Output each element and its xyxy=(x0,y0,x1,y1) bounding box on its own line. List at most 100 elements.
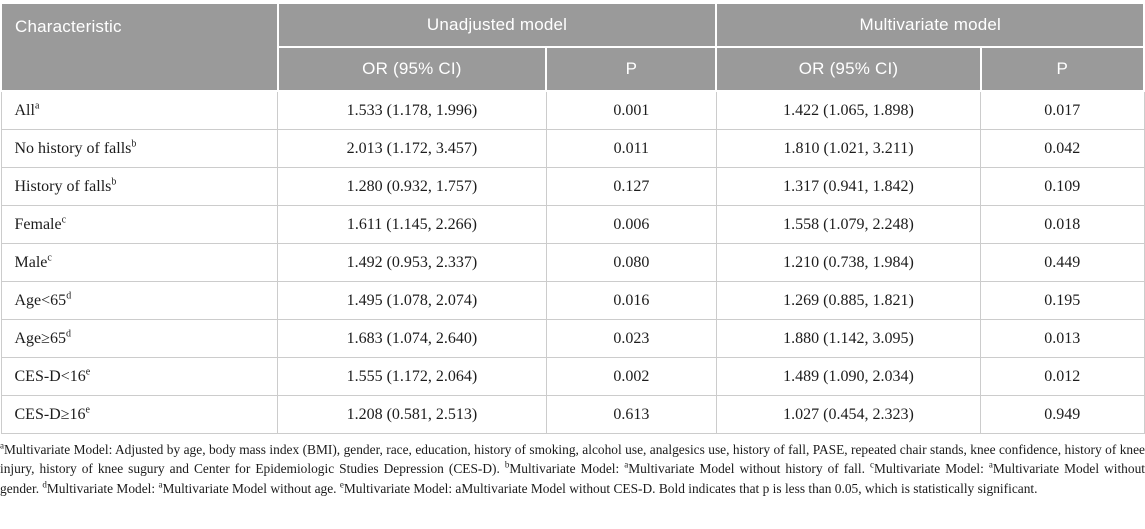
row-label: Age≥65d xyxy=(0,319,279,358)
table-body: Alla 1.533 (1.178, 1.996) 0.001 1.422 (1… xyxy=(0,90,1145,434)
or-ci-cell-unadjusted: 1.611 (1.145, 2.266) xyxy=(277,205,547,244)
table-row: History of fallsb 1.280 (0.932, 1.757) 0… xyxy=(0,167,1145,206)
footnote-marker: d xyxy=(42,479,47,490)
p-value-cell-multivariate: 0.012 xyxy=(980,357,1145,396)
or-ci-cell-multivariate: 1.880 (1.142, 3.095) xyxy=(715,319,982,358)
row-label: CES-D<16e xyxy=(0,357,279,396)
table-footnotes: aMultivariate Model: Adjusted by age, bo… xyxy=(0,440,1145,498)
row-label-text: CES-D<16 xyxy=(14,367,86,385)
p-value-cell-multivariate: 0.017 xyxy=(980,90,1145,130)
or-ci-cell-unadjusted: 1.280 (0.932, 1.757) xyxy=(277,167,547,206)
row-label-superscript: d xyxy=(65,328,71,340)
row-label-text: History of falls xyxy=(14,177,112,195)
p-value-cell-unadjusted: 0.080 xyxy=(545,243,717,282)
footnote-marker: a xyxy=(158,479,163,490)
or-ci-cell-multivariate: 1.269 (0.885, 1.821) xyxy=(715,281,982,320)
table-row: Alla 1.533 (1.178, 1.996) 0.001 1.422 (1… xyxy=(0,90,1145,130)
row-label-superscript: e xyxy=(85,366,91,378)
table-row: CES-D≥16e 1.208 (0.581, 2.513) 0.613 1.0… xyxy=(0,395,1145,434)
row-label-text: Male xyxy=(14,253,48,271)
p-value-cell-unadjusted: 0.016 xyxy=(545,281,717,320)
table-header: Characteristic Unadjusted model Multivar… xyxy=(0,2,1145,92)
or-ci-cell-unadjusted: 1.555 (1.172, 2.064) xyxy=(277,357,547,396)
p-value-cell-unadjusted: 0.006 xyxy=(545,205,717,244)
subheader-p-unadjusted: P xyxy=(545,46,718,92)
p-value-cell-unadjusted: 0.023 xyxy=(545,319,717,358)
p-value-cell-unadjusted: 0.002 xyxy=(545,357,717,396)
row-label-text: Age≥65 xyxy=(14,329,66,347)
footnote-text: Multivariate Model: Adjusted by age, bod… xyxy=(0,442,1145,477)
table-row: Age<65d 1.495 (1.078, 2.074) 0.016 1.269… xyxy=(0,281,1145,320)
p-value-cell-unadjusted: 0.011 xyxy=(545,129,717,168)
row-label-superscript: b xyxy=(111,176,117,188)
row-label: Malec xyxy=(0,243,279,282)
row-label-superscript: d xyxy=(66,290,72,302)
footnote-text: Multivariate Model without age. xyxy=(162,480,340,496)
or-ci-cell-unadjusted: 1.533 (1.178, 1.996) xyxy=(277,90,547,130)
row-label-text: All xyxy=(14,101,35,119)
or-ci-cell-multivariate: 1.558 (1.079, 2.248) xyxy=(715,205,982,244)
group-header-multivariate-model: Multivariate model xyxy=(715,2,1145,48)
or-ci-cell-multivariate: 1.810 (1.021, 3.211) xyxy=(715,129,982,168)
p-value-cell-multivariate: 0.013 xyxy=(980,319,1145,358)
p-value-cell-multivariate: 0.109 xyxy=(980,167,1145,206)
p-value-cell-unadjusted: 0.127 xyxy=(545,167,717,206)
table-row: CES-D<16e 1.555 (1.172, 2.064) 0.002 1.4… xyxy=(0,357,1145,396)
or-ci-cell-multivariate: 1.210 (0.738, 1.984) xyxy=(715,243,982,282)
p-value-cell-multivariate: 0.042 xyxy=(980,129,1145,168)
footnote-marker: b xyxy=(504,459,510,470)
subheader-p-multivariate: P xyxy=(979,46,1145,92)
p-value-cell-multivariate: 0.018 xyxy=(980,205,1145,244)
footnote-marker: a xyxy=(0,440,4,451)
row-label-text: CES-D≥16 xyxy=(14,405,86,423)
row-label: No history of fallsb xyxy=(0,129,279,168)
footnote-text: Multivariate Model: xyxy=(46,480,159,496)
footnote-text: Multivariate Model: xyxy=(509,461,625,477)
row-label-superscript: c xyxy=(47,252,52,264)
row-label: Femalec xyxy=(0,205,279,244)
or-ci-cell-multivariate: 1.027 (0.454, 2.323) xyxy=(715,395,982,434)
p-value-cell-multivariate: 0.449 xyxy=(980,243,1145,282)
or-ci-cell-unadjusted: 1.495 (1.078, 2.074) xyxy=(277,281,547,320)
row-label: History of fallsb xyxy=(0,167,279,206)
p-value-cell-unadjusted: 0.001 xyxy=(545,90,717,130)
row-label-text: No history of falls xyxy=(14,139,132,157)
results-table: Characteristic Unadjusted model Multivar… xyxy=(0,2,1145,434)
footnote-text: Multivariate Model: aMultivariate Model … xyxy=(343,480,1038,496)
table-row: Age≥65d 1.683 (1.074, 2.640) 0.023 1.880… xyxy=(0,319,1145,358)
row-label: Age<65d xyxy=(0,281,279,320)
row-label-superscript: b xyxy=(131,138,137,150)
or-ci-cell-multivariate: 1.489 (1.090, 2.034) xyxy=(715,357,982,396)
header-row-groups: Characteristic Unadjusted model Multivar… xyxy=(0,2,1145,92)
subheader-or-multivariate: OR (95% CI) xyxy=(715,46,982,92)
group-header-unadjusted-model: Unadjusted model xyxy=(276,2,718,48)
p-value-cell-multivariate: 0.949 xyxy=(980,395,1145,434)
table-row: No history of fallsb 2.013 (1.172, 3.457… xyxy=(0,129,1145,168)
column-header-characteristic: Characteristic xyxy=(0,2,279,92)
row-label-superscript: e xyxy=(85,404,90,416)
table-row: Femalec 1.611 (1.145, 2.266) 0.006 1.558… xyxy=(0,205,1145,244)
subheader-or-unadjusted: OR (95% CI) xyxy=(276,46,548,92)
row-label-text: Female xyxy=(14,215,62,233)
footnote-marker: c xyxy=(869,459,874,470)
table-row: Malec 1.492 (0.953, 2.337) 0.080 1.210 (… xyxy=(0,243,1145,282)
footnote-text: Multivariate Model: xyxy=(873,461,989,477)
row-label-superscript: a xyxy=(34,100,40,112)
footnote-text: Multivariate Model without gender. xyxy=(0,461,1145,496)
or-ci-cell-multivariate: 1.317 (0.941, 1.842) xyxy=(715,167,982,206)
row-label: CES-D≥16e xyxy=(0,395,279,434)
or-ci-cell-multivariate: 1.422 (1.065, 1.898) xyxy=(715,90,982,130)
or-ci-cell-unadjusted: 2.013 (1.172, 3.457) xyxy=(277,129,547,168)
p-value-cell-multivariate: 0.195 xyxy=(980,281,1145,320)
footnote-marker: a xyxy=(988,459,993,470)
header-row-subheaders: OR (95% CI) P OR (95% CI) P xyxy=(1,46,1145,92)
footnote-marker: e xyxy=(339,479,344,490)
p-value-cell-unadjusted: 0.613 xyxy=(545,395,717,434)
row-label: Alla xyxy=(0,90,279,130)
row-label-text: Age<65 xyxy=(14,291,67,309)
or-ci-cell-unadjusted: 1.208 (0.581, 2.513) xyxy=(277,395,547,434)
or-ci-cell-unadjusted: 1.492 (0.953, 2.337) xyxy=(277,243,547,282)
or-ci-cell-unadjusted: 1.683 (1.074, 2.640) xyxy=(277,319,547,358)
footnote-text: Multivariate Model without history of fa… xyxy=(628,461,870,477)
footnote-marker: a xyxy=(624,459,629,470)
